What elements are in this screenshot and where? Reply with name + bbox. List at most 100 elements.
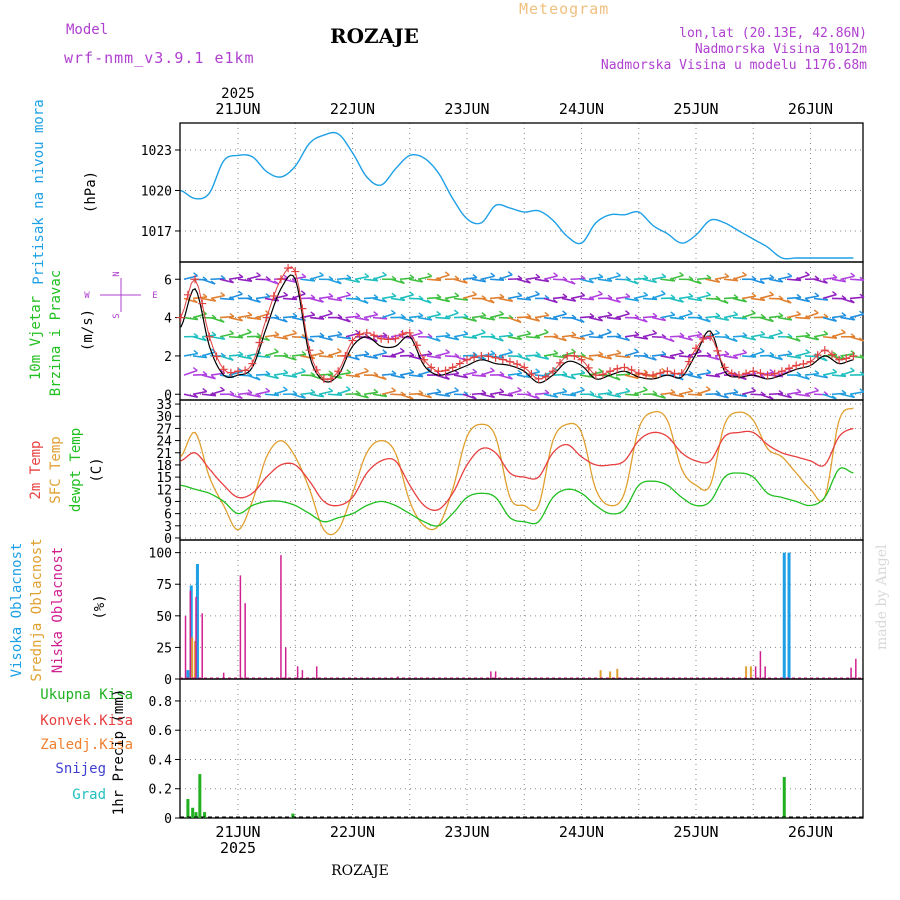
wind-arrow-head: [534, 290, 540, 295]
wind-arrow-head: [760, 330, 766, 335]
wind-arrow-head: [472, 290, 477, 296]
wind-arrow: [219, 297, 235, 301]
wind-arrow-head: [273, 280, 279, 285]
wind-gust-marker: [341, 351, 350, 360]
cloud-unit: (%): [92, 594, 108, 619]
wind-arrow-head: [822, 357, 828, 362]
y-tick-label: 25: [156, 641, 172, 656]
wind-arrow-head: [328, 370, 334, 375]
wind-arrow: [354, 353, 369, 357]
wind-arrow: [498, 297, 513, 303]
wind-arrow-head: [706, 352, 712, 357]
low-cloud-bar: [754, 666, 757, 679]
wind-arrow: [327, 297, 342, 302]
wind-gust-marker: [505, 357, 514, 366]
wind-arrow: [669, 316, 685, 320]
wind-arrow: [417, 275, 432, 281]
wind-arrow: [813, 374, 828, 379]
y-tick-label: 1020: [141, 184, 172, 199]
wind-arrow-head: [526, 279, 531, 284]
wind-arrow-head: [579, 386, 585, 391]
wind-arrow-head: [562, 337, 567, 342]
wind-arrow-head: [265, 336, 270, 341]
wind-arrow-head: [553, 272, 559, 277]
wind-arrow: [813, 297, 828, 301]
wind-gust-marker: [792, 361, 801, 370]
wind-arrow-head: [364, 273, 370, 278]
wind-arrow: [687, 278, 702, 285]
wind-arrow: [282, 297, 298, 301]
temp-sfc-line: [180, 407, 854, 536]
compass-south: S: [112, 313, 122, 318]
wind-arrow: [813, 278, 828, 284]
compass-east: E: [152, 291, 157, 301]
wind-arrow-head: [219, 318, 225, 323]
wind-arrow: [651, 353, 667, 357]
wind-arrow-head: [427, 333, 433, 338]
wind-gust-marker: [284, 264, 293, 273]
wind-arrow: [462, 335, 478, 340]
wind-arrow: [417, 370, 432, 376]
wind-gust-marker: [777, 367, 786, 376]
wind-gust-marker: [684, 357, 693, 366]
wind-arrow-head: [220, 274, 226, 280]
wind-arrow-head: [192, 366, 198, 372]
wind-arrow-head: [247, 372, 253, 377]
wind-arrow: [327, 278, 342, 285]
low-cloud-bar: [284, 647, 287, 679]
wind-gust-marker: [570, 351, 579, 360]
wind-arrow: [390, 350, 405, 357]
wind-arrow: [723, 391, 738, 396]
wind-gust-marker: [806, 357, 815, 366]
temp-2m-line: [180, 427, 854, 511]
wind-arrow-head: [661, 273, 667, 278]
coords-label: lon,lat (20.13E, 42.86N): [679, 26, 867, 41]
wind-gust-marker: [663, 367, 672, 376]
wind-gust-marker: [377, 334, 386, 343]
wind-arrow-head: [409, 351, 415, 356]
credit-label: made by Angel: [874, 544, 890, 650]
wind-arrow-head: [346, 291, 352, 296]
wind-arrow-head: [292, 390, 298, 395]
wind-arrow-head: [265, 387, 271, 392]
wind-arrow: [543, 352, 558, 357]
wind-arrow: [822, 335, 838, 340]
wind-arrow: [840, 352, 855, 357]
wind-arrow-head: [588, 356, 594, 361]
wind-arrow-head: [724, 350, 730, 355]
wind-arrow-head: [589, 390, 595, 395]
wind-arrow-head: [193, 349, 199, 355]
wind-arrow: [516, 333, 531, 338]
wind-arrow: [651, 393, 666, 399]
wind-gust-marker: [670, 369, 679, 378]
footer-station: ROZAJE: [331, 863, 389, 879]
wind-arrow: [714, 316, 729, 322]
wind-arrow: [570, 294, 585, 300]
wind-arrow: [462, 371, 477, 376]
panel-pressure: 1017 1020 1023: [141, 122, 864, 263]
wind-arrow-head: [552, 298, 558, 304]
wind-arrow-head: [481, 295, 487, 300]
wind-arrow: [192, 390, 207, 396]
wind-arrow: [750, 333, 765, 338]
wind-arrow: [543, 316, 558, 321]
wind-arrow: [588, 393, 603, 400]
wind-arrow: [183, 393, 198, 398]
wind-gust-marker: [334, 367, 343, 376]
wind-arrow-head: [814, 370, 820, 375]
y-tick-label: 0: [164, 388, 172, 403]
wind-arrow: [471, 331, 486, 338]
wind-gust-marker: [606, 367, 615, 376]
wind-arrow-head: [598, 273, 604, 278]
mid-cloud-bar: [609, 671, 612, 679]
wind-gust-marker: [269, 292, 278, 301]
wind-arrow: [822, 393, 837, 400]
y-tick-label: 21: [156, 447, 172, 462]
wind-arrow-head: [598, 368, 604, 373]
mid-cloud-bar: [745, 666, 748, 679]
wind-arrow: [453, 374, 468, 379]
y-tick-label: 6: [164, 273, 172, 288]
day-label-bottom: 22JUN: [330, 823, 375, 841]
wind-arrow: [615, 295, 630, 300]
wind-arrow-head: [463, 279, 468, 284]
